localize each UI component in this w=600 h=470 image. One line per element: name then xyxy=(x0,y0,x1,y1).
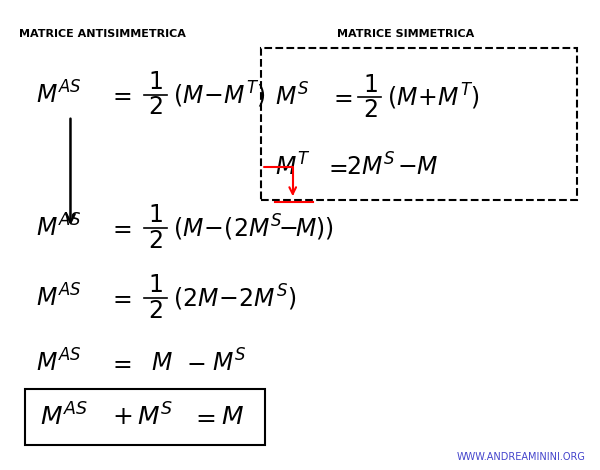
Text: $1$: $1$ xyxy=(148,204,163,227)
Text: $M^S$: $M^S$ xyxy=(137,404,173,431)
Text: $=$: $=$ xyxy=(108,216,132,240)
Text: MATRICE SIMMETRICA: MATRICE SIMMETRICA xyxy=(337,29,474,39)
Text: $M^{AS}$: $M^{AS}$ xyxy=(36,81,81,109)
Text: MATRICE ANTISIMMETRICA: MATRICE ANTISIMMETRICA xyxy=(19,29,185,39)
Text: $=$: $=$ xyxy=(325,155,349,179)
Text: $2$: $2$ xyxy=(148,95,163,119)
Text: $M^S$: $M^S$ xyxy=(212,350,246,377)
Text: $2$: $2$ xyxy=(148,299,163,323)
Text: $(M\!-\!(2M^S\!\!-\!\!M))$: $(M\!-\!(2M^S\!\!-\!\!M))$ xyxy=(173,213,334,243)
Text: $=$: $=$ xyxy=(108,286,132,310)
Text: $2M^S$: $2M^S$ xyxy=(346,154,395,181)
Text: $2$: $2$ xyxy=(362,98,377,122)
Text: $+$: $+$ xyxy=(112,405,132,429)
Text: $=$: $=$ xyxy=(108,83,132,107)
Text: $-$: $-$ xyxy=(186,352,205,376)
Text: $M^{AS}$: $M^{AS}$ xyxy=(40,404,88,431)
Text: $=$: $=$ xyxy=(108,352,132,376)
FancyBboxPatch shape xyxy=(25,389,265,445)
Text: $(2M\!-\!2M^S)$: $(2M\!-\!2M^S)$ xyxy=(173,283,296,313)
Text: $M^{AS}$: $M^{AS}$ xyxy=(36,350,81,377)
Text: $2$: $2$ xyxy=(148,228,163,252)
Text: $M$: $M$ xyxy=(151,352,173,376)
Text: $M$: $M$ xyxy=(221,405,244,429)
Text: $1$: $1$ xyxy=(148,274,163,298)
Text: $1$: $1$ xyxy=(362,72,377,96)
Text: $-M$: $-M$ xyxy=(397,155,438,179)
Text: $M^{AS}$: $M^{AS}$ xyxy=(36,214,81,242)
FancyBboxPatch shape xyxy=(261,48,577,200)
Text: $=$: $=$ xyxy=(191,405,215,429)
Text: $M^{T}$: $M^{T}$ xyxy=(275,154,311,181)
Text: $M^{S}$: $M^{S}$ xyxy=(275,84,310,111)
Text: $(M\!-\!M^T)$: $(M\!-\!M^T)$ xyxy=(173,80,266,110)
Text: $=$: $=$ xyxy=(329,85,353,109)
Text: $1$: $1$ xyxy=(148,70,163,94)
Text: $M^{AS}$: $M^{AS}$ xyxy=(36,284,81,312)
Text: $(M\!+\!M^T)$: $(M\!+\!M^T)$ xyxy=(387,82,480,112)
Text: WWW.ANDREAMININI.ORG: WWW.ANDREAMININI.ORG xyxy=(456,452,585,462)
